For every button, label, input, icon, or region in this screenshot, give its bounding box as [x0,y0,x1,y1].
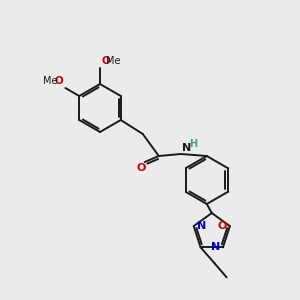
Text: O: O [55,76,63,86]
Text: O: O [218,221,227,231]
Text: H: H [189,139,197,149]
Text: N: N [182,143,191,153]
Text: O: O [101,56,110,66]
Text: Me: Me [43,76,57,86]
Text: N: N [211,242,220,252]
Text: N: N [197,221,206,231]
Text: Me: Me [106,56,121,66]
Text: O: O [136,163,146,173]
